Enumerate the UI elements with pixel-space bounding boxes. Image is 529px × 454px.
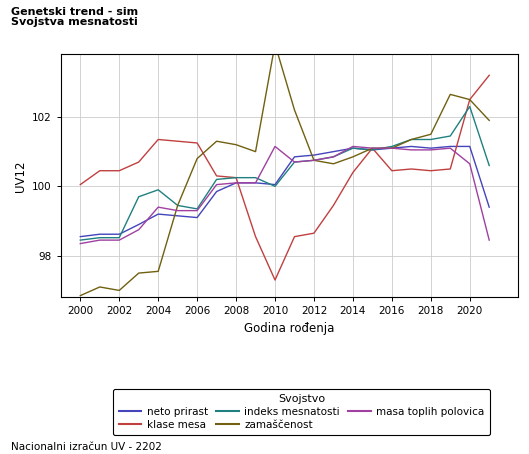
X-axis label: Godina rođenja: Godina rođenja	[244, 322, 335, 335]
Text: Genetski trend - sim: Genetski trend - sim	[11, 7, 138, 17]
Text: Svojstva mesnatosti: Svojstva mesnatosti	[11, 17, 138, 27]
Text: Nacionalni izračun UV - 2202: Nacionalni izračun UV - 2202	[11, 442, 161, 452]
Legend: neto prirast, klase mesa, indeks mesnatosti, zamaščenost, masa toplih polovica: neto prirast, klase mesa, indeks mesnato…	[113, 389, 490, 435]
Y-axis label: UV12: UV12	[14, 160, 26, 192]
